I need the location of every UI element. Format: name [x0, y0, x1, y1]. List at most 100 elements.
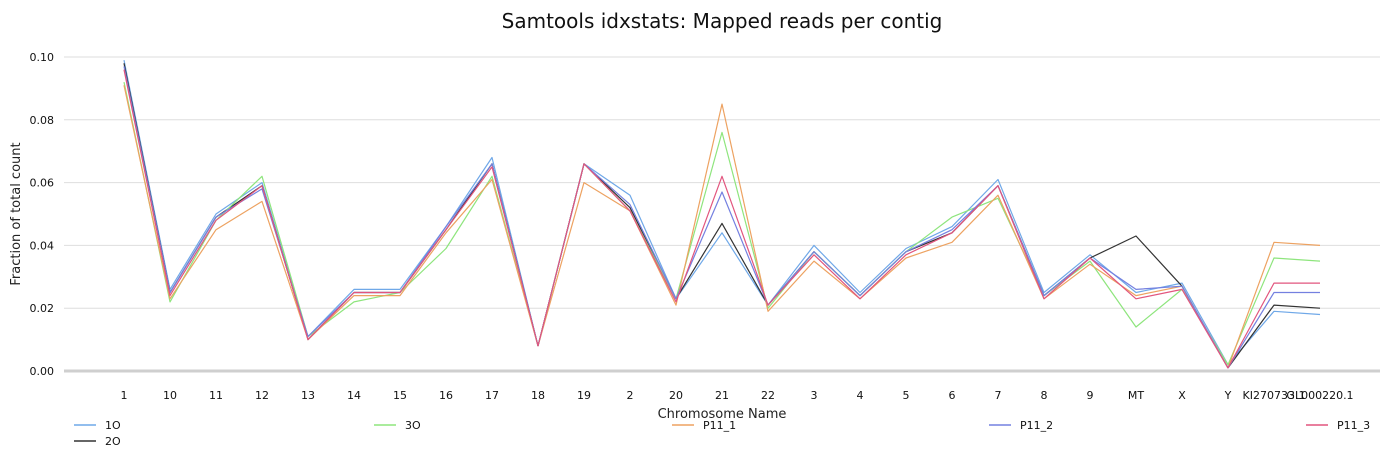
- x-tick-label: KI270733.1: [1243, 389, 1306, 402]
- x-tick-label: Y: [1224, 389, 1232, 402]
- y-axis-ticks: 0.00 0.02 0.04 0.06 0.08 0.10: [30, 51, 55, 378]
- chart-title: Samtools idxstats: Mapped reads per cont…: [502, 9, 943, 33]
- data-point[interactable]: [260, 183, 265, 188]
- data-point[interactable]: [1134, 287, 1139, 292]
- x-tick-label: MT: [1128, 389, 1144, 402]
- data-point[interactable]: [996, 193, 1001, 198]
- data-point[interactable]: [1272, 240, 1277, 245]
- data-point[interactable]: [858, 296, 863, 301]
- data-point[interactable]: [1088, 262, 1093, 267]
- data-point[interactable]: [812, 252, 817, 257]
- data-point[interactable]: [1272, 290, 1277, 295]
- data-point[interactable]: [628, 202, 633, 207]
- x-tick-label: 12: [255, 389, 269, 402]
- data-point[interactable]: [122, 83, 127, 88]
- legend-label: P11_2: [1020, 419, 1053, 432]
- data-point[interactable]: [536, 343, 541, 348]
- legend-item[interactable]: P11_1: [672, 419, 736, 432]
- data-point[interactable]: [628, 193, 633, 198]
- series-2O: [123, 63, 1323, 369]
- data-point[interactable]: [490, 177, 495, 182]
- data-point[interactable]: [122, 67, 127, 72]
- legend: 1O 2O 3O P11_1 P11_2 P11_3: [74, 419, 1370, 448]
- data-point[interactable]: [674, 299, 679, 304]
- legend-item[interactable]: 1O: [74, 419, 121, 432]
- y-tick-label: 0.00: [30, 365, 55, 378]
- data-point[interactable]: [1134, 325, 1139, 330]
- data-point[interactable]: [996, 177, 1001, 182]
- data-point[interactable]: [720, 221, 725, 226]
- legend-item[interactable]: P11_3: [1306, 419, 1370, 432]
- data-point[interactable]: [1134, 296, 1139, 301]
- data-point[interactable]: [1318, 243, 1323, 248]
- data-point[interactable]: [1134, 233, 1139, 238]
- data-point[interactable]: [352, 290, 357, 295]
- data-point[interactable]: [950, 240, 955, 245]
- grid-lines: [64, 56, 1380, 373]
- x-tick-label: 15: [393, 389, 407, 402]
- data-point[interactable]: [1272, 281, 1277, 286]
- data-point[interactable]: [812, 259, 817, 264]
- x-tick-label: 20: [669, 389, 683, 402]
- legend-label: 1O: [105, 419, 121, 432]
- y-tick-label: 0.10: [30, 51, 55, 64]
- legend-item[interactable]: 2O: [74, 435, 121, 448]
- x-tick-label: 4: [857, 389, 864, 402]
- data-point[interactable]: [720, 174, 725, 179]
- data-point[interactable]: [1318, 259, 1323, 264]
- data-point[interactable]: [1318, 290, 1323, 295]
- data-point[interactable]: [214, 227, 219, 232]
- data-point[interactable]: [582, 161, 587, 166]
- data-point[interactable]: [582, 180, 587, 185]
- x-tick-label: 1: [121, 389, 128, 402]
- data-point[interactable]: [720, 130, 725, 135]
- data-point[interactable]: [168, 293, 173, 298]
- data-point[interactable]: [352, 299, 357, 304]
- data-point[interactable]: [490, 164, 495, 169]
- data-point[interactable]: [950, 230, 955, 235]
- data-point[interactable]: [996, 183, 1001, 188]
- x-tick-label: 8: [1041, 389, 1048, 402]
- x-tick-label: GL000220.1: [1286, 389, 1353, 402]
- data-point[interactable]: [950, 215, 955, 220]
- series-1O: [123, 59, 1323, 366]
- data-point[interactable]: [720, 230, 725, 235]
- data-point[interactable]: [766, 309, 771, 314]
- x-tick-label: 21: [715, 389, 729, 402]
- data-point[interactable]: [1226, 365, 1231, 370]
- data-point[interactable]: [490, 155, 495, 160]
- data-point[interactable]: [1180, 287, 1185, 292]
- x-tick-label: 9: [1087, 389, 1094, 402]
- y-axis-label: Fraction of total count: [9, 142, 24, 285]
- data-point[interactable]: [1272, 303, 1277, 308]
- data-point[interactable]: [1272, 255, 1277, 260]
- data-point[interactable]: [260, 174, 265, 179]
- legend-item[interactable]: P11_2: [989, 419, 1053, 432]
- data-point[interactable]: [1318, 281, 1323, 286]
- data-point[interactable]: [444, 227, 449, 232]
- data-point[interactable]: [720, 102, 725, 107]
- data-point[interactable]: [1088, 255, 1093, 260]
- series-line: [123, 69, 1320, 369]
- data-point[interactable]: [1042, 296, 1047, 301]
- data-point[interactable]: [766, 303, 771, 308]
- y-tick-label: 0.06: [30, 177, 55, 190]
- x-tick-label: 6: [949, 389, 956, 402]
- data-point[interactable]: [1318, 306, 1323, 311]
- y-tick-label: 0.02: [30, 302, 55, 315]
- x-tick-label: 2: [627, 389, 634, 402]
- legend-item[interactable]: 3O: [374, 419, 421, 432]
- data-point[interactable]: [306, 337, 311, 342]
- data-point[interactable]: [214, 218, 219, 223]
- data-point[interactable]: [398, 290, 403, 295]
- data-point[interactable]: [260, 199, 265, 204]
- data-point[interactable]: [444, 246, 449, 251]
- data-point[interactable]: [904, 252, 909, 257]
- data-point[interactable]: [720, 190, 725, 195]
- data-point[interactable]: [628, 208, 633, 213]
- data-point[interactable]: [812, 243, 817, 248]
- data-point[interactable]: [1272, 309, 1277, 314]
- data-point[interactable]: [1318, 312, 1323, 317]
- x-tick-label: 18: [531, 389, 545, 402]
